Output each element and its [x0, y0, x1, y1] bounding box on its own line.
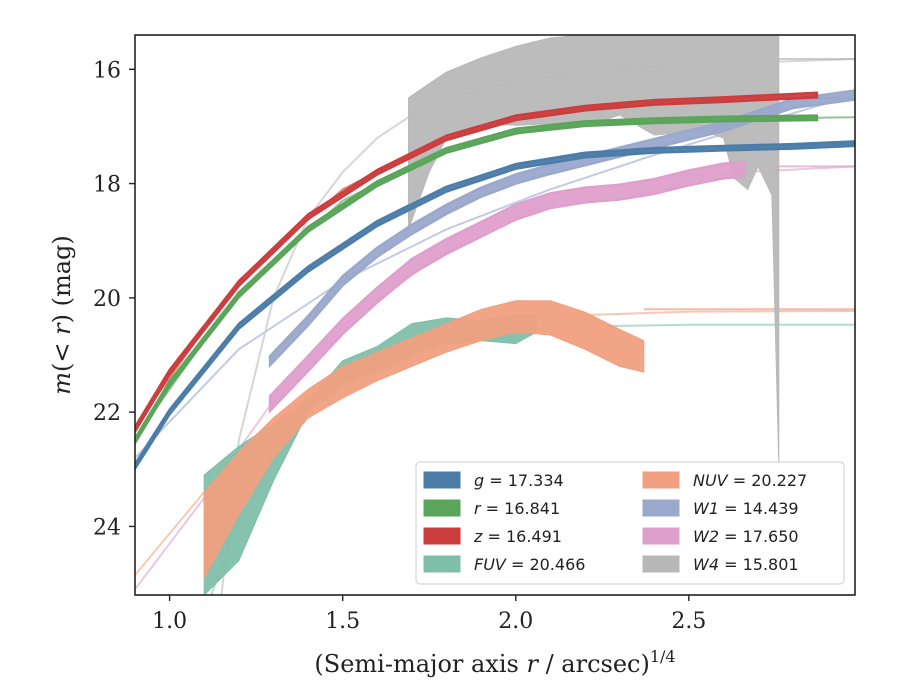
- legend-label-w4-15-801: W4 = 15.801: [693, 555, 799, 574]
- band-r-16-841: [135, 114, 819, 446]
- legend-label-w1-14-439: W1 = 14.439: [693, 499, 799, 518]
- band-w1-14-439: [268, 89, 855, 369]
- legend-label-z-16-491: z = 16.491: [473, 527, 562, 546]
- legend-swatch-z-16-491: [423, 527, 461, 545]
- x-axis-title: (Semi-major axis r / arcsec)1/4: [314, 647, 675, 678]
- y-tick-label: 24: [93, 515, 121, 540]
- band-nuv-20-227: [203, 300, 645, 579]
- legend-swatch-fuv-20-466: [423, 555, 461, 573]
- legend-swatch-w4-15-801: [642, 555, 680, 573]
- legend-label-w2-17-650: W2 = 17.650: [693, 527, 799, 546]
- legend-label-g-17-334: g = 17.334: [474, 471, 564, 490]
- legend-swatch-w1-14-439: [642, 499, 680, 517]
- y-tick-label: 20: [93, 287, 121, 312]
- plot-frame: [134, 34, 856, 596]
- legend-swatch-w2-17-650: [642, 527, 680, 545]
- legend-swatch-r-16-841: [423, 499, 461, 517]
- y-axis-title: m(< r) (mag): [48, 235, 76, 395]
- y-tick-label: 22: [93, 401, 121, 426]
- legend: g = 17.334 r = 16.841 z = 16.491 FUV = 20.4…: [415, 461, 845, 585]
- legend-swatch-nuv-20-227: [642, 471, 680, 489]
- band-z-16-491: [135, 91, 819, 434]
- y-axis: 16 18 20 22 24: [93, 58, 135, 540]
- y-tick-label: 18: [93, 173, 121, 198]
- legend-box: [415, 461, 845, 585]
- legend-label-r-16-841: r = 16.841: [474, 499, 560, 518]
- legend-label-nuv-20-227: NUV = 20.227: [693, 471, 807, 490]
- x-axis: 1.0 1.5 2.0 2.5: [152, 595, 706, 634]
- y-tick-label: 16: [93, 58, 121, 83]
- legend-swatch-g-17-334: [423, 471, 461, 489]
- band-g-17-334: [135, 140, 855, 471]
- x-tick-label: 1.0: [152, 609, 187, 634]
- x-tick-label: 1.5: [325, 609, 360, 634]
- legend-label-fuv-20-466: FUV = 20.466: [474, 555, 585, 574]
- x-tick-label: 2.5: [671, 609, 706, 634]
- band-w2-17-650: [268, 160, 746, 414]
- x-tick-label: 2.0: [498, 609, 533, 634]
